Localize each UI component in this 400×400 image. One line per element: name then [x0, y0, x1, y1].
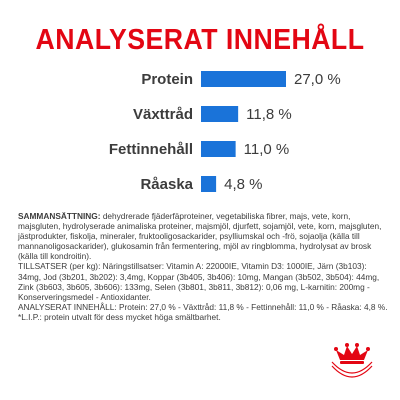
value-label: 11,0 % [244, 141, 290, 158]
composition-section: SAMMANSÄTTNING: dehydrerade fjäderfäprot… [18, 211, 388, 322]
bar [201, 141, 236, 157]
page-title: ANALYSERAT INNEHÅLL [35, 24, 365, 56]
additives-text: TILLSATSER (per kg): Näringstillsatser: … [18, 261, 380, 302]
category-label: Protein [141, 71, 193, 88]
composition-heading: SAMMANSÄTTNING: [18, 211, 101, 221]
analysis-text: ANALYSERAT INNEHÅLL: Protein: 27,0 % - V… [18, 301, 388, 312]
bar [201, 71, 286, 87]
composition-paragraph: SAMMANSÄTTNING: dehydrerade fjäderfäprot… [18, 211, 388, 261]
bar [201, 176, 217, 192]
value-label: 4,8 % [224, 176, 262, 193]
category-label: Råaska [140, 176, 193, 193]
category-label: Fettinnehåll [109, 141, 193, 158]
value-label: 11,8 % [246, 106, 292, 123]
analysis-bar-chart: Protein 27,0 % Växttråd 11,8 % Fettinnehåll 1… [109, 71, 341, 193]
category-label: Växttråd [133, 106, 193, 123]
bar [201, 106, 239, 122]
royal-canin-logo [331, 343, 373, 378]
footnote-text: *L.I.P.: protein utvalt för dess mycket … [18, 311, 221, 322]
composition-text: dehydrerade fjäderfäproteiner, vegetabil… [18, 211, 382, 262]
value-label: 27,0 % [294, 71, 341, 88]
